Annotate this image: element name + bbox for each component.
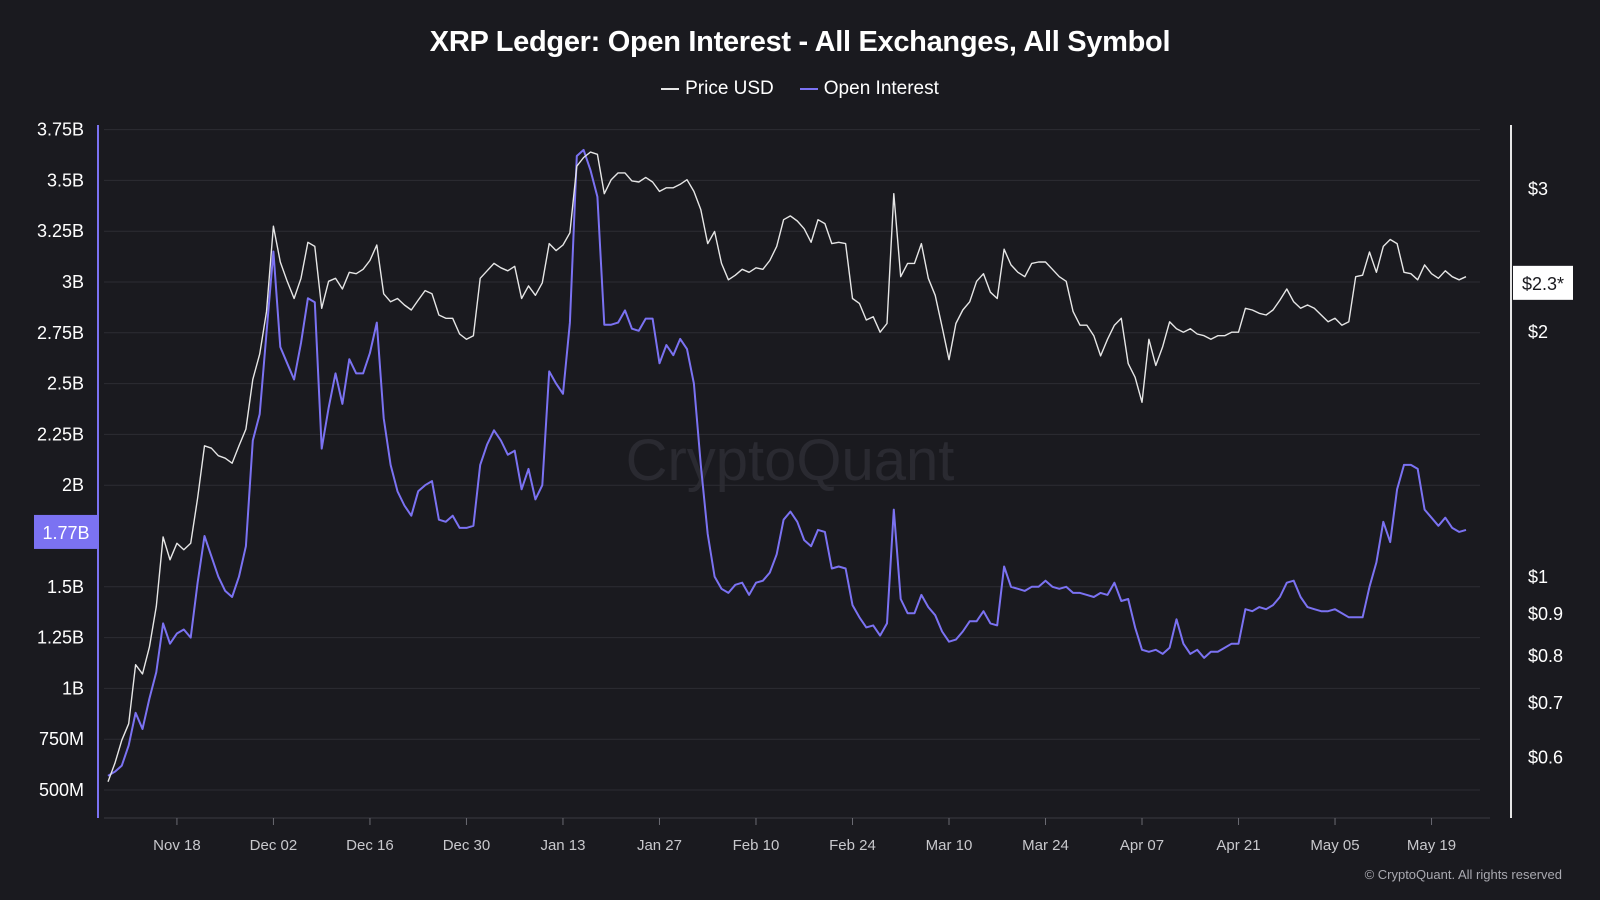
x-axis-tick-label: Nov 18 [153, 837, 201, 854]
chart-title: XRP Ledger: Open Interest - All Exchange… [429, 26, 1171, 58]
left-current-value-label: 1.77B [42, 523, 89, 543]
x-axis-tick-label: Dec 16 [346, 837, 394, 854]
right-current-value-badge [1513, 265, 1573, 300]
legend-item-open-interest[interactable]: Open Interest [799, 78, 939, 100]
copyright-notice: © CryptoQuant. All rights reserved [1364, 867, 1562, 882]
left-current-value-badge [34, 514, 98, 549]
legend-item-price[interactable]: Price USD [661, 78, 774, 100]
watermark: CryptoQuant [626, 428, 955, 493]
chart-legend: Price USD Open Interest [0, 78, 1600, 100]
legend-swatch-price [661, 88, 680, 90]
x-axis-tick-label: Mar 10 [926, 837, 973, 854]
x-axis-tick-label: Mar 24 [1022, 837, 1069, 854]
right-axis-tick-label: $0.6 [1528, 747, 1563, 767]
left-axis-tick-label: 500M [39, 780, 84, 800]
x-axis-tick-label: Jan 13 [540, 837, 585, 854]
left-axis-tick-label: 3B [62, 272, 84, 292]
x-axis-tick-label: Feb 24 [829, 837, 876, 854]
series-group [107, 148, 1467, 783]
left-axis-tick-label: 3.75B [37, 120, 84, 140]
legend-label-price: Price USD [685, 78, 774, 99]
right-axis-tick-label: $0.9 [1528, 604, 1563, 624]
right-axis-tick-label: $2 [1528, 322, 1548, 342]
x-axis-tick-label: Apr 07 [1120, 837, 1164, 854]
x-axis-tick-label: Dec 02 [250, 837, 298, 854]
grid-lines [104, 129, 1480, 791]
axes: 3.75B 3.5B 3.25B 3B 2.75B 2.5B 2.25B 2B 1.5B 1.25… [37, 120, 1563, 854]
right-axis-tick-label: $0.7 [1528, 693, 1563, 713]
x-axis-tick-label: Dec 30 [443, 837, 491, 854]
left-axis-tick-label: 2.75B [37, 323, 84, 343]
right-axis-tick-label: $1 [1528, 567, 1548, 587]
series-line-open-interest[interactable] [107, 148, 1467, 777]
x-axis-tick-label: Jan 27 [637, 837, 682, 854]
left-axis-tick-label: 2.25B [37, 424, 84, 444]
value-badges: 1.77B $2.3* [34, 265, 1573, 549]
x-axis-tick-label: Feb 10 [733, 837, 780, 854]
left-axis-tick-label: 1.25B [37, 628, 84, 648]
x-axis-tick-label: May 05 [1310, 837, 1359, 854]
legend-swatch-open-interest [799, 88, 818, 90]
legend-label-open-interest: Open Interest [823, 78, 939, 99]
left-axis-tick-label: 1B [62, 678, 84, 698]
left-axis-tick-label: 2B [62, 475, 84, 495]
left-axis-tick-label: 3.25B [37, 221, 84, 241]
x-axis-tick-label: Apr 21 [1216, 837, 1260, 854]
left-axis-tick-label: 750M [39, 729, 84, 749]
left-axis-tick-label: 1.5B [47, 577, 84, 597]
right-axis-tick-label: $3 [1528, 179, 1548, 199]
left-axis-tick-label: 3.5B [47, 170, 84, 190]
right-current-value-label: $2.3* [1522, 274, 1564, 294]
left-axis-tick-label: 2.5B [47, 374, 84, 394]
right-axis-tick-label: $0.8 [1528, 646, 1563, 666]
series-line-price[interactable] [107, 151, 1467, 783]
x-axis-tick-label: May 19 [1407, 837, 1456, 854]
